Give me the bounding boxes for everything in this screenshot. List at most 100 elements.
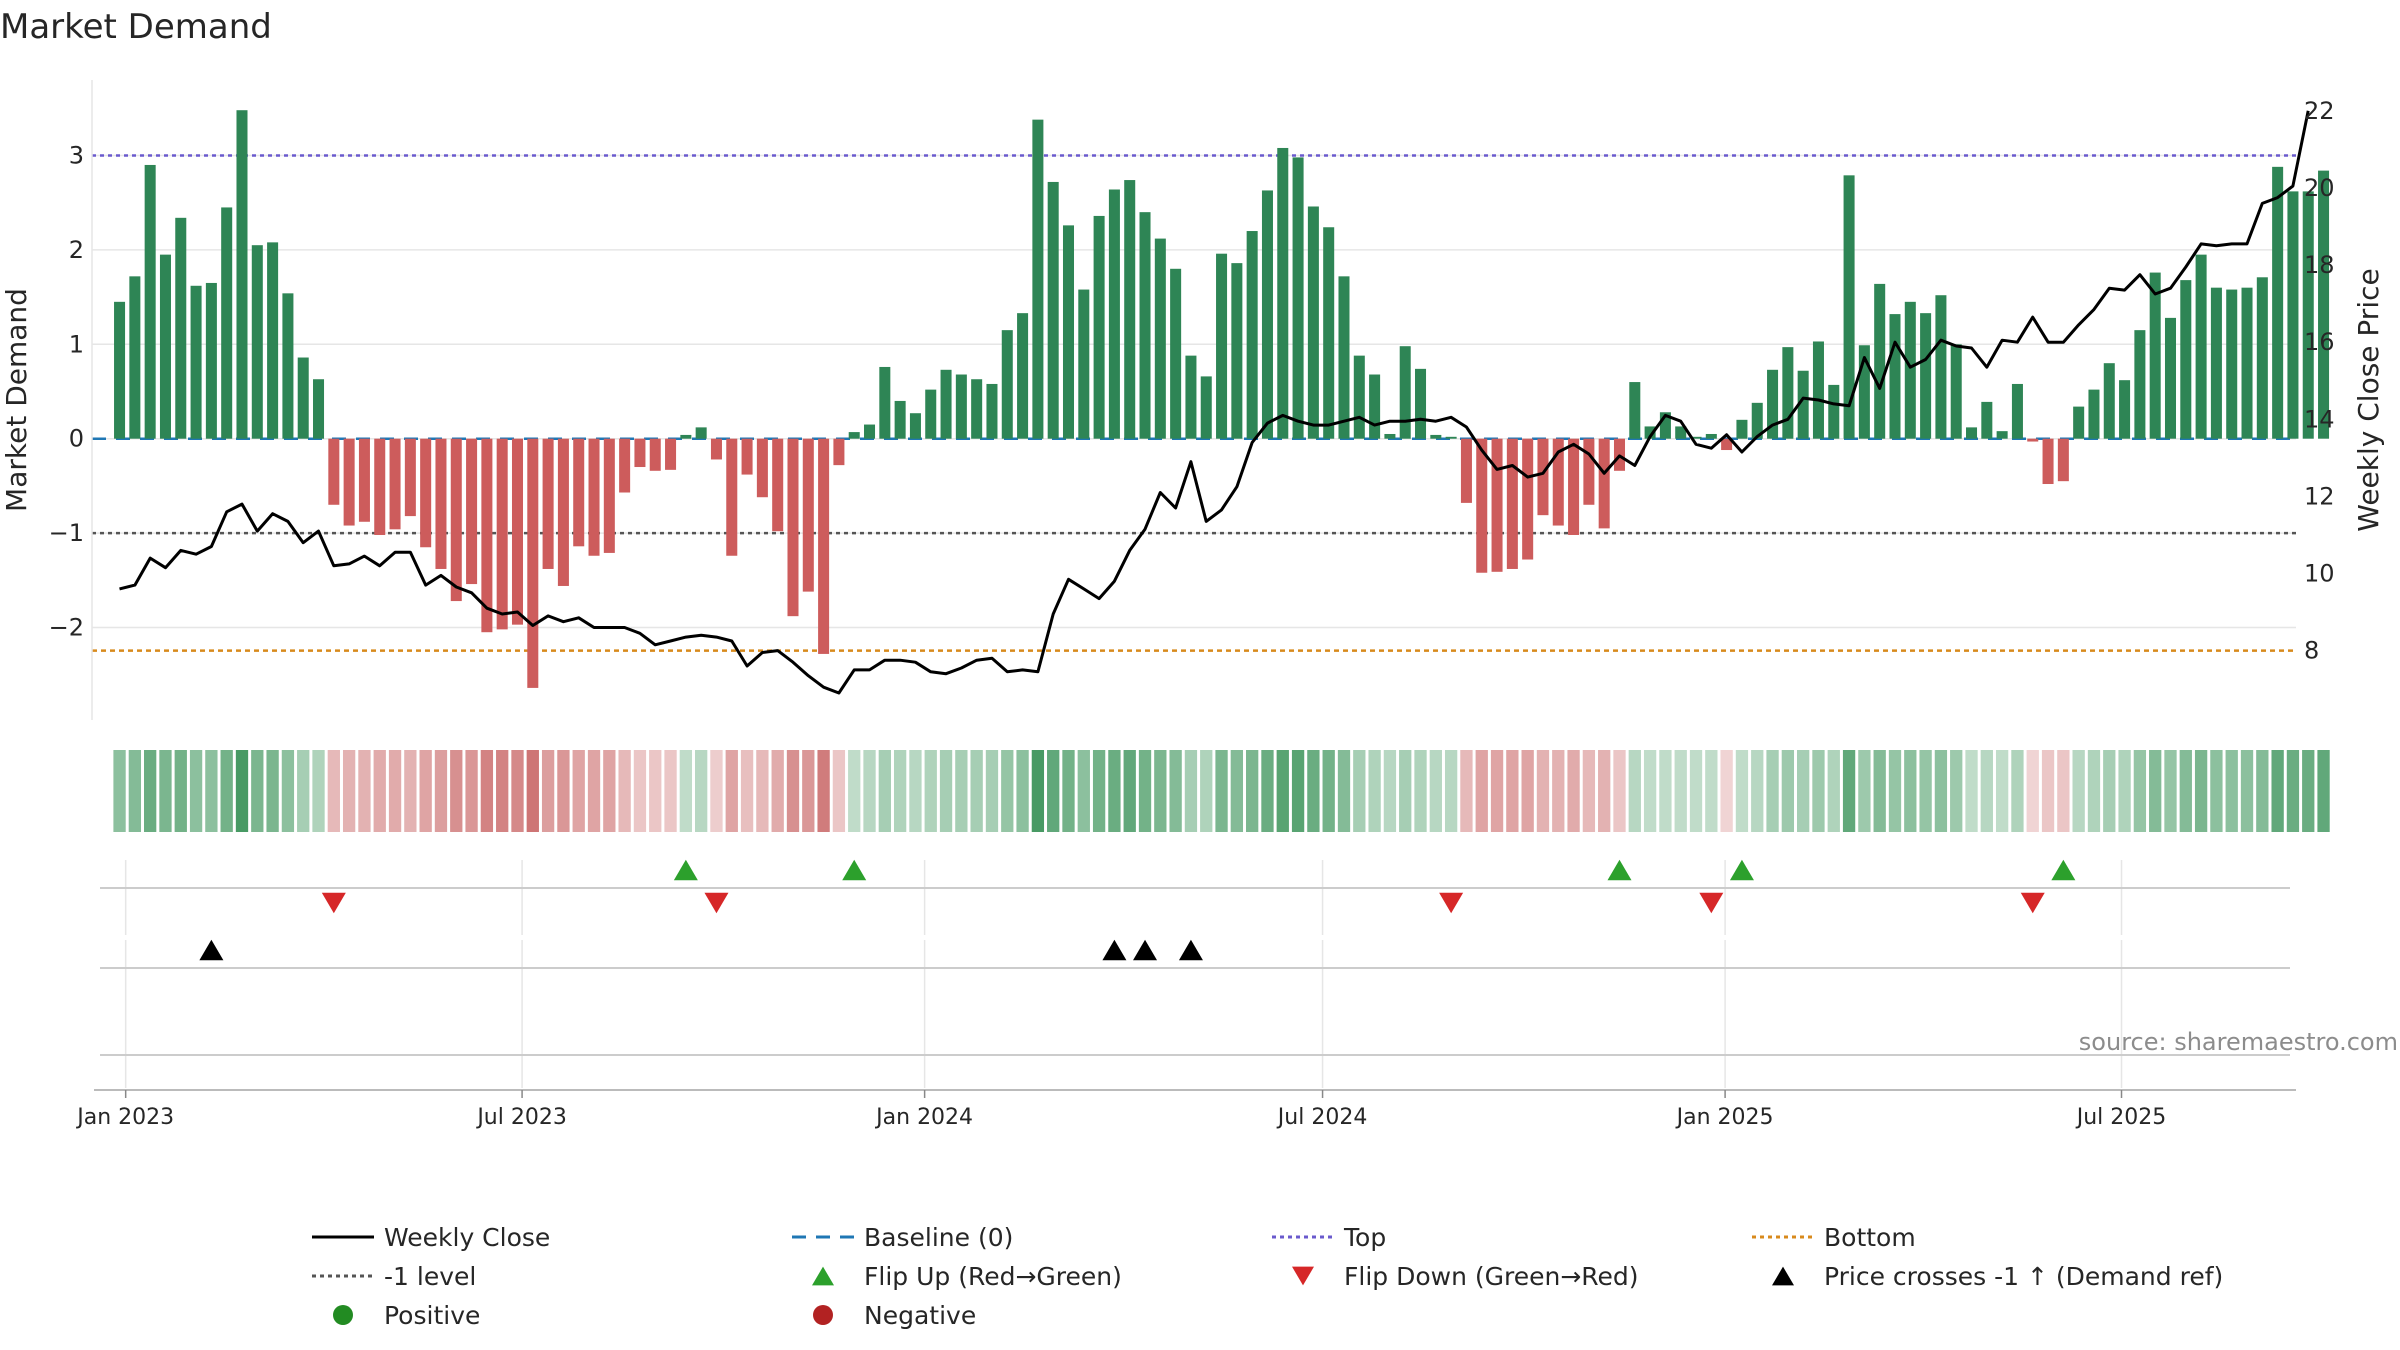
demand-bar (1399, 346, 1411, 439)
strip-cell (2256, 750, 2269, 832)
demand-bar (2057, 438, 2069, 482)
flip-up-marker (1729, 859, 1754, 881)
demand-bar (1874, 283, 1886, 439)
flip-down-marker (704, 892, 729, 914)
strip-cell (2302, 750, 2315, 832)
strip-cell (1230, 750, 1244, 832)
strip-cell (1353, 750, 1366, 832)
demand-bar (2027, 438, 2039, 442)
strip-cell (1215, 750, 1228, 832)
demand-bar (833, 438, 845, 466)
demand-bar (236, 110, 248, 439)
demand-bar (1782, 347, 1794, 439)
demand-bar (1108, 189, 1120, 439)
price-cross-marker (1178, 939, 1203, 961)
demand-bar (1246, 231, 1258, 439)
demand-bar (527, 438, 539, 688)
x-tick-label: Jan 2025 (1675, 1105, 1774, 1130)
demand-bar (1292, 157, 1304, 439)
y-tick-label-right: 8 (2304, 637, 2319, 665)
demand-bar (1353, 355, 1365, 439)
price-cross-marker (1102, 939, 1127, 961)
strip-cell (342, 750, 356, 832)
demand-bar (2180, 280, 2192, 439)
demand-bar (1966, 427, 1978, 439)
strip-cell (128, 750, 142, 832)
strip-cell (2194, 750, 2208, 832)
demand-bar (1185, 355, 1197, 439)
demand-bar (114, 301, 126, 439)
demand-color-strip (113, 750, 2330, 832)
flip-up-marker (1607, 859, 1632, 881)
demand-bar (680, 434, 692, 439)
demand-bar (2103, 363, 2115, 439)
demand-bar (2134, 330, 2146, 439)
demand-bar (772, 438, 784, 532)
strip-cell (1429, 750, 1442, 832)
strip-cell (1138, 750, 1152, 832)
strip-cell (1444, 750, 1458, 832)
legend-item: Negative (813, 1301, 976, 1330)
strip-cell (1460, 750, 1473, 832)
demand-bar (1415, 368, 1427, 439)
flip-down-marker (2020, 892, 2045, 914)
legend-label: Flip Down (Green→Red) (1344, 1262, 1639, 1291)
strip-cell (2057, 750, 2070, 832)
strip-cell (1720, 750, 1733, 832)
legend-swatch-triangle-up (812, 1266, 834, 1286)
strip-cell (1995, 750, 2009, 832)
strip-cell (2149, 750, 2162, 832)
strip-cell (863, 750, 876, 832)
strip-cell (2011, 750, 2024, 832)
demand-bar (2088, 389, 2100, 439)
demand-bar (144, 164, 156, 439)
demand-bar (1812, 341, 1824, 439)
demand-bar (1920, 313, 1932, 439)
strip-cell (1904, 750, 1917, 832)
x-axis: Jan 2023 Jul 2023 Jan 2024 Jul 2024 Jan 2025… (75, 1089, 2296, 1130)
demand-bar (404, 438, 416, 517)
x-tick-label: Jul 2025 (2075, 1105, 2167, 1130)
strip-cell (1582, 750, 1596, 832)
strip-cell (649, 750, 662, 832)
strip-cell (955, 750, 968, 832)
strip-cell (985, 750, 999, 832)
strip-cell (1322, 750, 1335, 832)
strip-cell (1506, 750, 1519, 832)
legend-label: -1 level (384, 1262, 476, 1291)
demand-bar (1904, 301, 1916, 439)
demand-bar (2164, 317, 2177, 439)
legend-swatch-circle (333, 1305, 353, 1325)
demand-bar (328, 438, 340, 505)
demand-bar (894, 400, 906, 439)
demand-bar (1828, 384, 1840, 439)
strip-cell (526, 750, 539, 832)
strip-cell (1154, 750, 1167, 832)
flip-down-marker (1699, 892, 1724, 914)
y-tick-label-right: 18 (2304, 251, 2335, 279)
strip-cell (725, 750, 738, 832)
strip-cell (893, 750, 907, 832)
strip-cell (205, 750, 218, 832)
strip-cell (419, 750, 432, 832)
strip-cell (1567, 750, 1580, 832)
y-tick-label-right: 10 (2304, 559, 2335, 587)
legend-item: Positive (333, 1301, 480, 1330)
demand-bar (205, 282, 217, 439)
legend-item: Flip Down (Green→Red) (1292, 1262, 1639, 1291)
demand-bars (114, 110, 2330, 688)
demand-bar (940, 369, 952, 439)
strip-cell (1735, 750, 1749, 832)
demand-bar (1154, 238, 1166, 439)
strip-cell (664, 750, 677, 832)
demand-bar (1062, 225, 1075, 439)
strip-cell (266, 750, 279, 832)
strip-cell (1873, 750, 1886, 832)
demand-bar (1583, 438, 1595, 505)
demand-bar (1797, 370, 1809, 439)
strip-cell (174, 750, 187, 832)
strip-cell (2164, 750, 2177, 832)
price-cross-marker (1133, 939, 1158, 961)
demand-bar (1659, 412, 1671, 439)
strip-cell (358, 750, 371, 832)
